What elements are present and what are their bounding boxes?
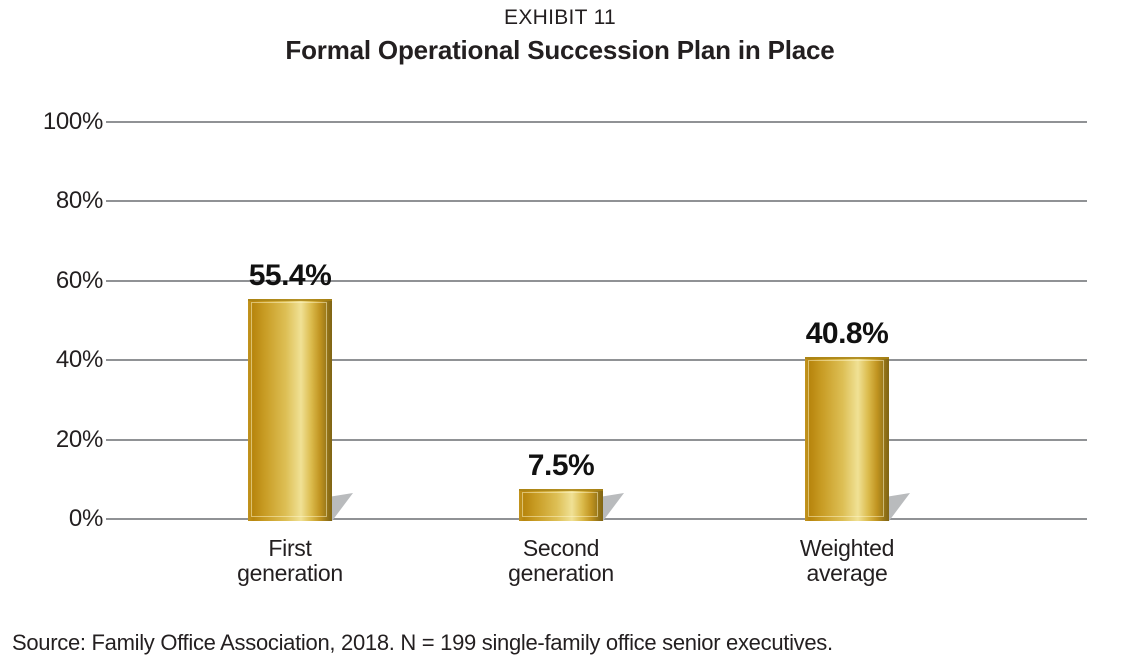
x-axis-label: Weighted average bbox=[737, 536, 957, 586]
bar-3 bbox=[805, 357, 889, 521]
x-axis-label-line: First bbox=[268, 535, 312, 561]
x-axis-label: Second generation bbox=[451, 536, 671, 586]
bar-value-label: 7.5% bbox=[527, 449, 595, 482]
bar-value-label: 55.4% bbox=[248, 259, 332, 292]
bar-value-label: 40.8% bbox=[805, 317, 889, 350]
x-axis-label-line: generation bbox=[237, 560, 343, 586]
bar-2 bbox=[519, 489, 603, 521]
y-axis-label-0: 0% bbox=[68, 505, 103, 532]
x-axis-label-line: Second bbox=[522, 535, 600, 561]
chart-title: Formal Operational Succession Plan in Pl… bbox=[285, 35, 835, 65]
x-axis-label-line: average bbox=[806, 560, 888, 586]
x-axis-label-line: Weighted bbox=[799, 535, 895, 561]
bar-shadow bbox=[603, 493, 624, 521]
source-note: Source: Family Office Association, 2018.… bbox=[12, 630, 833, 655]
bar-1 bbox=[248, 299, 332, 521]
y-axis-label-20: 20% bbox=[55, 425, 103, 453]
y-axis-label-100: 100% bbox=[42, 108, 103, 135]
x-axis-label: First generation bbox=[180, 536, 400, 586]
y-axis-label-80: 80% bbox=[55, 187, 103, 215]
y-axis-label-60: 60% bbox=[55, 266, 103, 294]
y-axis-label-40: 40% bbox=[55, 346, 103, 374]
gridline-40pct bbox=[106, 359, 1087, 362]
gridline-60pct bbox=[106, 279, 1087, 282]
gridline-20pct bbox=[106, 438, 1087, 441]
bar-shadow bbox=[332, 493, 353, 521]
gridline-80pct bbox=[106, 200, 1087, 203]
bar-shadow bbox=[889, 493, 910, 521]
gridline-100pct bbox=[106, 121, 1087, 123]
x-axis-label-line: generation bbox=[508, 560, 614, 586]
title-block: EXHIBIT 11 Formal Operational Succession… bbox=[0, 6, 1120, 66]
exhibit-label: EXHIBIT 11 bbox=[504, 6, 616, 29]
